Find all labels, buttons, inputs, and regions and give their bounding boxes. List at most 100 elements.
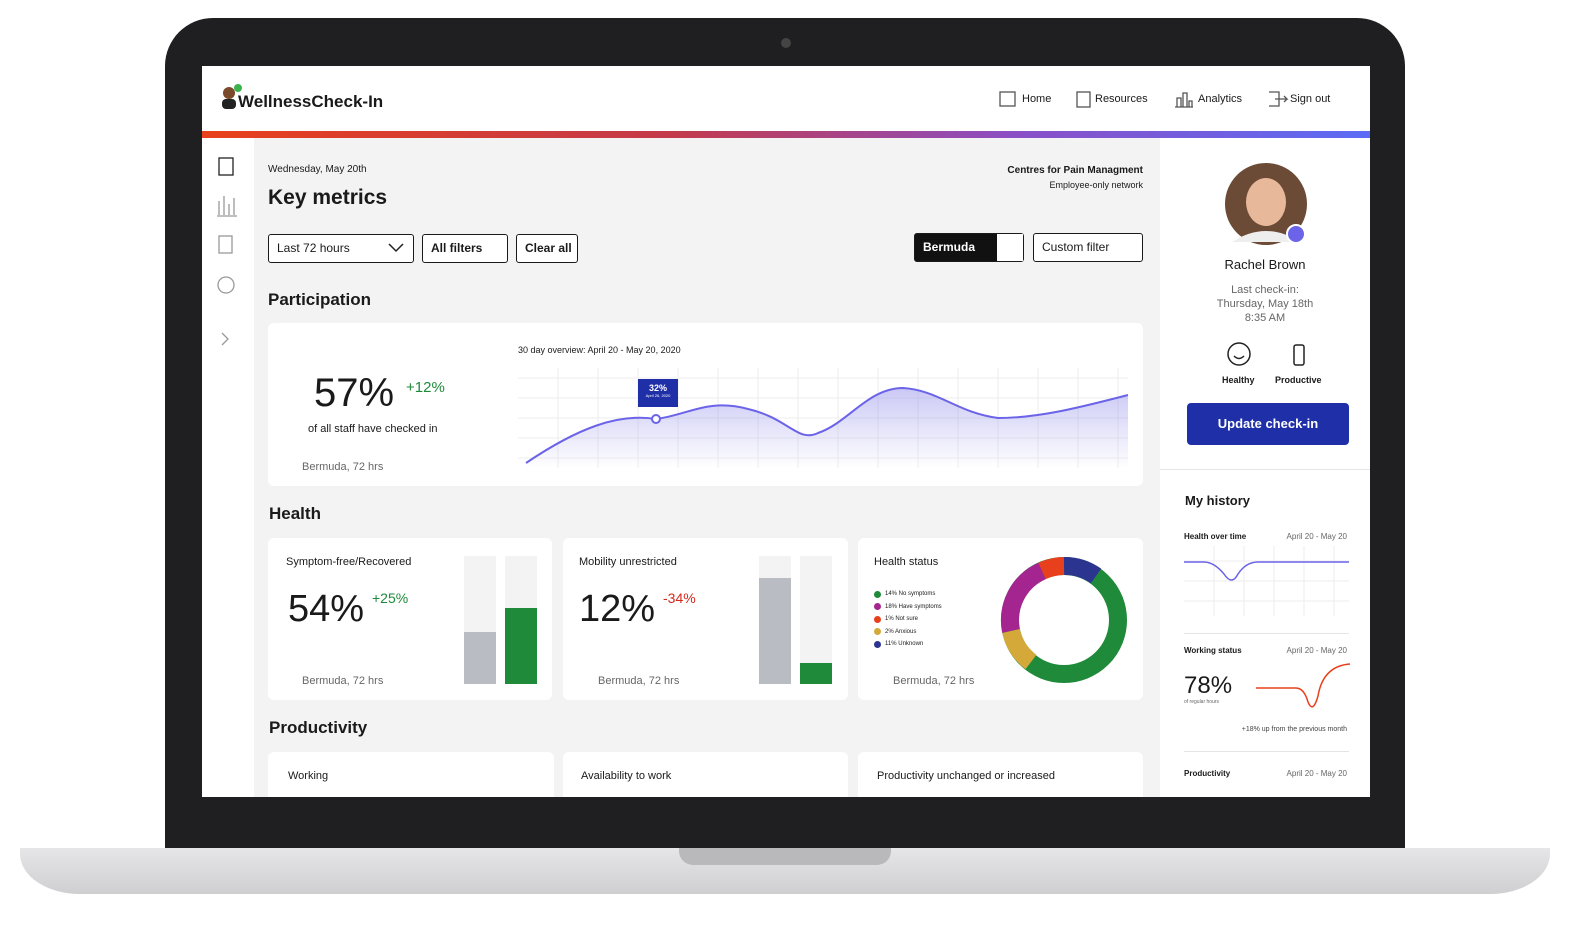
card-value: 54% xyxy=(288,588,365,630)
history-title: Health over time xyxy=(1184,532,1247,541)
legend-dot xyxy=(874,603,881,611)
time-filter[interactable]: Last 72 hours xyxy=(268,234,414,263)
history-chart xyxy=(1184,546,1349,616)
legend-item: 2% Anxious xyxy=(874,626,942,639)
productivity-card: Working xyxy=(268,752,554,797)
legend-text: 2% Anxious xyxy=(885,628,917,635)
legend-item: 18% Have symptoms xyxy=(874,601,942,614)
nav-icons xyxy=(999,91,1289,108)
divider xyxy=(1160,469,1370,470)
date: Wednesday, May 20th xyxy=(268,164,367,175)
header: WellnessCheck-In Home Resources Analytic… xyxy=(202,66,1370,131)
nav-link[interactable]: Home xyxy=(1022,93,1052,105)
history-value: 78% xyxy=(1184,672,1233,699)
participation-value: 57% xyxy=(314,371,395,415)
status-label: Productive xyxy=(1275,375,1322,385)
legend-text: 14% No symptoms xyxy=(885,591,936,598)
filter-note: Bermuda, 72 hrs xyxy=(893,675,975,687)
card-title: Health status xyxy=(874,556,939,568)
participation-change: +12% xyxy=(406,379,445,396)
nav-link[interactable]: Analytics xyxy=(1198,93,1243,105)
nav-link[interactable]: Resources xyxy=(1095,93,1148,105)
legend-text: 11% Unknown xyxy=(885,641,924,648)
legend-dot xyxy=(874,590,881,598)
card-change: -34% xyxy=(663,590,696,606)
card-title: Working xyxy=(288,770,329,782)
status-icons xyxy=(1227,342,1305,366)
avatar xyxy=(1225,163,1307,245)
section-heading: Health xyxy=(269,504,321,523)
card-change: +25% xyxy=(372,590,409,606)
health-card: Health status 14% No symptoms 18% Have sy… xyxy=(858,538,1143,700)
productivity-card: Productivity unchanged or increased xyxy=(858,752,1143,797)
section-heading: Productivity xyxy=(269,718,368,737)
status-label: Healthy xyxy=(1222,375,1255,385)
health-card: Symptom-free/Recovered 54% +25% Bermuda,… xyxy=(268,538,552,700)
legend-dot xyxy=(874,628,881,636)
filter-note: Bermuda, 72 hrs xyxy=(598,675,680,687)
card-value: 12% xyxy=(579,588,656,630)
history-title: Productivity xyxy=(1184,769,1231,778)
screen: WellnessCheck-In Home Resources Analytic… xyxy=(202,66,1370,797)
legend: 14% No symptoms 18% Have symptoms 1% Not s… xyxy=(874,588,942,651)
right-panel xyxy=(1160,138,1370,797)
history-range: April 20 - May 20 xyxy=(1286,646,1347,655)
checkin-label: Last check-in: xyxy=(1231,284,1299,296)
history-heading: My history xyxy=(1185,493,1251,508)
card-title: Availability to work xyxy=(581,770,672,782)
participation-card: 57% +12% of all staff have checked in Be… xyxy=(268,323,1143,486)
org-name: Centres for Pain Managment xyxy=(1007,165,1143,176)
chart-title: 30 day overview: April 20 - May 20, 2020 xyxy=(518,345,681,355)
comparison-bars xyxy=(759,556,832,684)
clear-all[interactable]: Clear all xyxy=(516,234,578,263)
legend-dot xyxy=(874,640,881,648)
all-filters[interactable]: All filters xyxy=(422,234,508,263)
chevron xyxy=(388,243,404,253)
network: Employee-only network xyxy=(1049,180,1143,190)
legend-item: 14% No symptoms xyxy=(874,588,942,601)
history-chart xyxy=(1256,663,1351,708)
history-range: April 20 - May 20 xyxy=(1286,769,1347,778)
tooltip: 32% April 26, 2020 xyxy=(638,379,678,407)
update-button[interactable]: Update check-in xyxy=(1187,403,1349,445)
filter-note: Bermuda, 72 hrs xyxy=(302,461,384,473)
gradient-bar xyxy=(202,131,1370,138)
checkin-time: 8:35 AM xyxy=(1244,312,1286,324)
history-caption: of regular hours xyxy=(1184,699,1220,705)
checkin-date: Thursday, May 18th xyxy=(1216,298,1314,310)
logo-icon xyxy=(222,84,242,109)
nav-link[interactable]: Sign out xyxy=(1290,93,1331,105)
history-title: Working status xyxy=(1184,646,1242,655)
health-card: Mobility unrestricted 12% -34% Bermuda, … xyxy=(563,538,848,700)
card-title: Symptom-free/Recovered xyxy=(286,556,412,568)
section-heading: Participation xyxy=(268,290,371,309)
page-title: Key metrics xyxy=(268,186,388,209)
participation-caption: of all staff have checked in xyxy=(308,423,438,435)
history-note: +18% up from the previous month xyxy=(1241,726,1347,733)
legend-item: 1% Not sure xyxy=(874,613,942,626)
filter-note: Bermuda, 72 hrs xyxy=(302,675,384,687)
participation-chart xyxy=(518,368,1129,468)
tooltip-date: April 26, 2020 xyxy=(645,393,671,398)
legend-dot xyxy=(874,615,881,623)
sidebar xyxy=(202,138,254,797)
legend-item: 11% Unknown xyxy=(874,638,942,651)
legend-text: 18% Have symptoms xyxy=(885,603,942,610)
productivity-card: Availability to work xyxy=(563,752,848,797)
card-title: Mobility unrestricted xyxy=(579,556,677,568)
tooltip-value: 32% xyxy=(648,383,667,393)
comparison-bars xyxy=(464,556,537,684)
location-arrow xyxy=(996,234,1023,261)
custom-filter[interactable]: Custom filter xyxy=(1033,233,1143,262)
profile-name: Rachel Brown xyxy=(1224,257,1306,272)
card-title: Productivity unchanged or increased xyxy=(877,770,1055,782)
divider xyxy=(1184,633,1349,634)
brand: WellnessCheck-In xyxy=(238,92,384,111)
sidebar-icons xyxy=(217,157,237,346)
laptop-notch xyxy=(679,848,891,865)
camera xyxy=(781,38,791,48)
legend-text: 1% Not sure xyxy=(885,616,919,623)
divider xyxy=(1184,751,1349,752)
donut xyxy=(1000,557,1127,683)
